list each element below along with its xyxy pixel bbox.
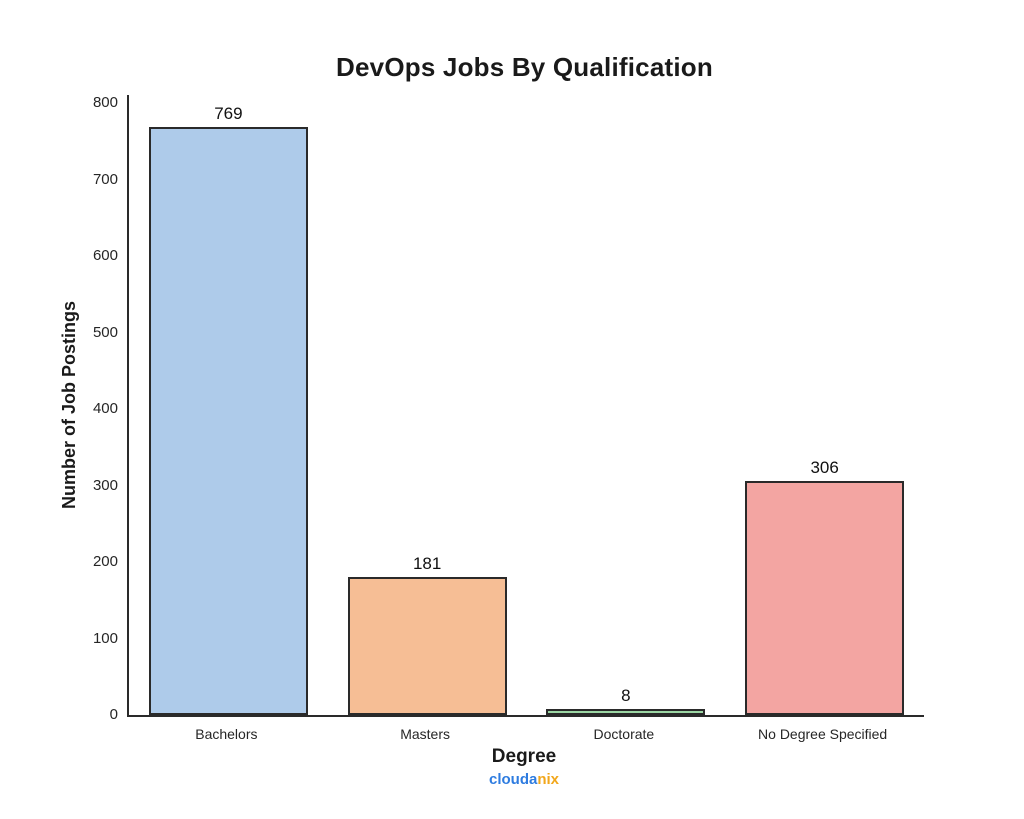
y-tick-label: 0 (109, 706, 118, 723)
y-tick-label: 600 (92, 247, 118, 264)
bar-bachelors (148, 126, 308, 715)
cloudanix-watermark: cloudanix (424, 771, 624, 788)
bar-value-label: 181 (412, 553, 442, 573)
bar-masters (347, 576, 507, 715)
bar-doctorate (546, 708, 706, 715)
watermark-nix: nix (537, 771, 560, 788)
y-tick-label: 100 (92, 629, 118, 647)
y-tick-label: 200 (92, 553, 118, 570)
x-tick-label: Doctorate (593, 726, 655, 742)
y-tick-label: 700 (92, 170, 118, 188)
bar-value-label: 8 (621, 685, 631, 705)
bar-no-degree-specified (745, 480, 905, 715)
x-axis-title: Degree (491, 746, 557, 767)
x-tick-label: Masters (400, 726, 451, 742)
bar-value-label: 306 (810, 457, 839, 477)
y-tick-label: 300 (92, 476, 118, 494)
x-tick-label: No Degree Specified (758, 726, 888, 742)
x-tick-label: Bachelors (195, 726, 258, 742)
watermark-clouda: clouda (488, 771, 538, 788)
y-tick-label: 400 (92, 400, 118, 417)
y-tick-label: 800 (92, 94, 118, 111)
y-tick-label: 500 (92, 323, 118, 341)
plot-area: 769 181 8 306 (127, 95, 924, 717)
chart-title: DevOps Jobs By Qualification (336, 52, 713, 82)
bar-value-label: 769 (214, 103, 243, 123)
